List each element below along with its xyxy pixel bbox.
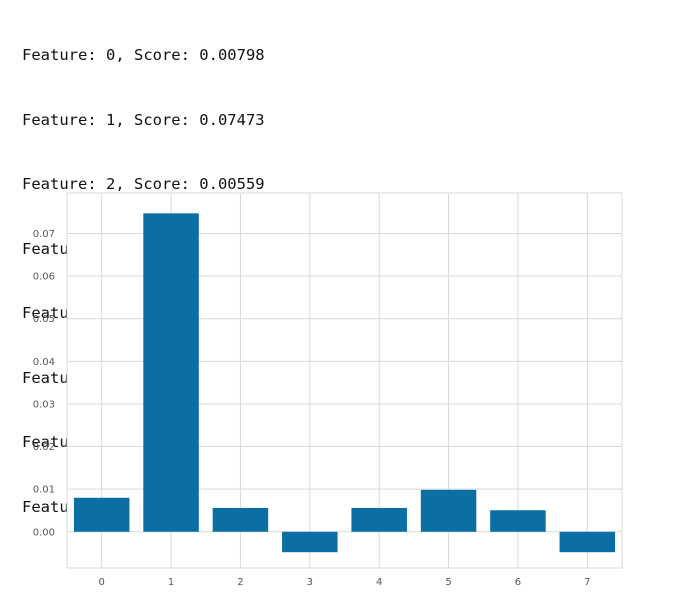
x-tick-label: 5 [445,577,451,588]
y-tick-label: 0.07 [33,229,55,240]
bar [282,531,338,553]
y-tick-label: 0.05 [33,314,55,325]
bar [490,510,546,532]
x-tick-label: 3 [307,577,313,588]
bar [420,489,477,532]
y-tick-label: 0.01 [33,485,55,496]
output-line: Feature: 1, Score: 0.07473 [22,110,265,129]
y-tick-label: 0.00 [33,527,55,538]
bar [212,507,269,532]
y-tick-label: 0.02 [33,442,55,453]
plot-frame [66,192,623,569]
output-line: Feature: 0, Score: 0.00798 [22,46,265,64]
y-tick-label: 0.06 [33,272,55,283]
bar [143,213,199,532]
bar-chart-svg: 0.00 0.01 0.02 0.03 0.04 0.05 0.06 0.07 0 1 2 3 4 5 6 7 [33,192,623,588]
feature-importance-chart: 0.00 0.01 0.02 0.03 0.04 0.05 0.06 0.07 0 1 2 3 4 5 6 7 [0,180,674,600]
x-tick-label: 7 [584,577,590,588]
bar [351,507,407,532]
y-tick-label: 0.04 [33,357,55,368]
y-tick-label: 0.03 [33,399,55,410]
x-tick-label: 4 [376,577,382,588]
x-tick-label: 6 [515,577,521,588]
bar [73,497,130,532]
output-line: Feature: 2, Score: 0.00559 [22,175,265,193]
x-tick-label: 1 [168,577,174,588]
bar [559,531,616,553]
x-tick-label: 2 [237,577,243,588]
x-tick-label: 0 [99,577,105,588]
